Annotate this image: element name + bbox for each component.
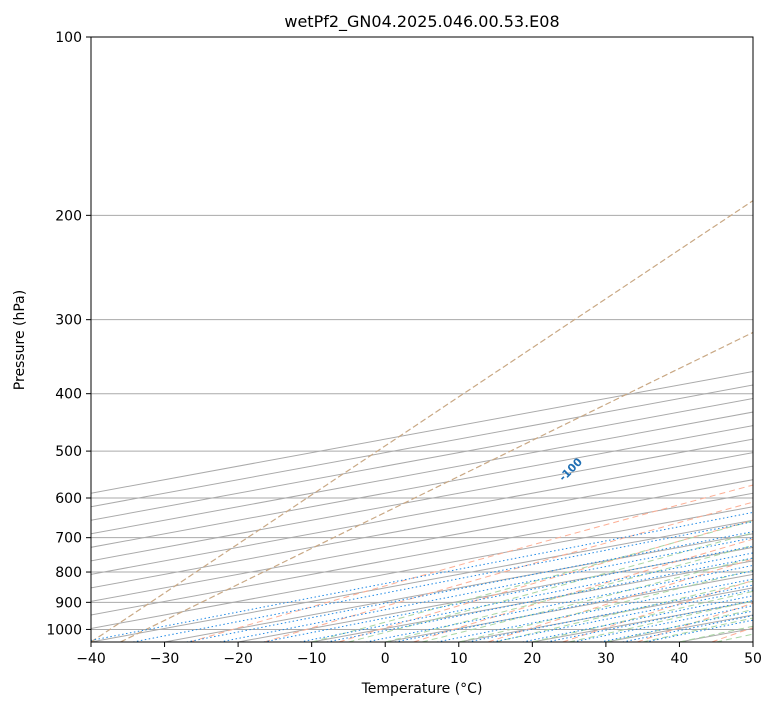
y-tick-label: 1000 — [46, 622, 82, 638]
axes: −40 −30 −20 −10 0 10 20 30 40 50 1000 900 800 700 600 5… — [46, 30, 762, 667]
moist-adiabat-line — [311, 520, 753, 642]
plot-frame — [90, 36, 754, 643]
mixing-ratio-line — [299, 552, 753, 642]
x-tick-label: 10 — [450, 651, 468, 667]
y-tick-label: 800 — [55, 565, 82, 581]
moist-adiabat-line — [568, 600, 753, 642]
y-tick-label: 600 — [55, 491, 82, 507]
x-axis-label: Temperature (°C) — [361, 681, 483, 697]
y-tick-label: 500 — [55, 444, 82, 460]
mixing-ratio-line — [326, 557, 753, 642]
x-tick-label: 50 — [744, 651, 762, 667]
y-tick-label: 400 — [55, 387, 82, 403]
y-tick-label: 100 — [55, 30, 82, 46]
background-lines — [91, 37, 753, 642]
isotherm-line — [91, 465, 753, 589]
y-tick-label: 300 — [55, 313, 82, 329]
isotherm-line — [91, 519, 753, 642]
y-tick-label: 200 — [55, 208, 82, 224]
isotherm-line — [91, 425, 753, 548]
x-tick-label: −10 — [297, 651, 327, 667]
x-tick-label: −40 — [76, 651, 106, 667]
moist-adiabat-line — [495, 580, 753, 642]
chart-title: wetPf2_GN04.2025.046.00.53.E08 — [284, 12, 559, 32]
isotherm-line — [164, 533, 753, 642]
y-axis-label: Pressure (hPa) — [12, 290, 28, 390]
isotherm-line — [91, 506, 753, 629]
isotherm-line — [91, 492, 753, 616]
y-tick-label: 700 — [55, 531, 82, 547]
x-tick-label: 0 — [381, 651, 390, 667]
x-tick-label: 20 — [523, 651, 541, 667]
mixing-ratio-line — [573, 605, 753, 642]
y-tick-label: 900 — [55, 595, 82, 611]
x-tick-label: 30 — [597, 651, 615, 667]
mixing-ratio-line — [546, 599, 753, 642]
dry-adiabat-line — [264, 501, 753, 642]
mixing-ratio-line — [263, 545, 753, 642]
tan-curve — [120, 331, 753, 642]
tan-curve — [91, 199, 753, 642]
isotherm-line — [91, 452, 753, 575]
moist-adiabat-line — [421, 557, 753, 642]
mixing-ratio-line — [132, 521, 753, 642]
x-tick-label: −20 — [223, 651, 253, 667]
isotherm-line — [91, 438, 753, 562]
isotherm-line — [91, 479, 753, 602]
x-tick-label: 40 — [671, 651, 689, 667]
x-tick-label: −30 — [150, 651, 180, 667]
